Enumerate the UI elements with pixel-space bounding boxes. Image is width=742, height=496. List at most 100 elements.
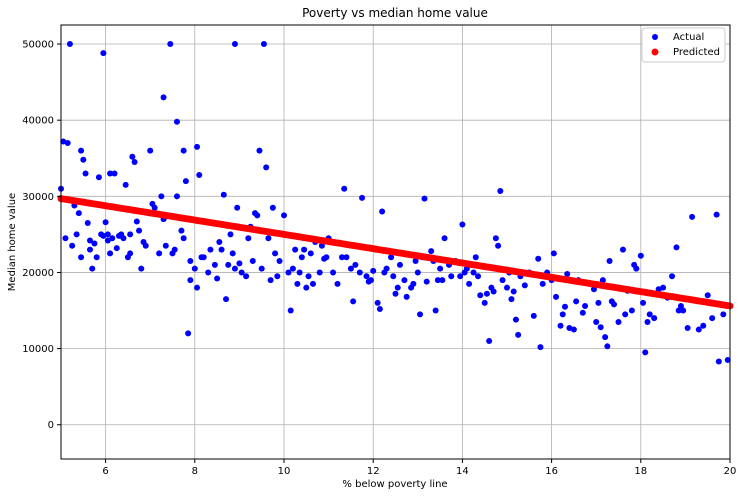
data-point-actual [470,269,477,276]
data-point-actual [597,324,604,331]
data-point-actual [136,227,143,234]
data-point-actual [622,311,629,318]
data-point-actual [218,246,225,253]
data-point-actual [316,269,323,276]
data-point-actual [390,273,397,280]
data-point-actual [343,254,350,261]
data-point-actual [156,250,163,257]
x-tick-label: 18 [634,466,647,477]
data-point-actual [216,239,223,245]
y-axis-label: Median home value [7,193,18,291]
data-point-actual [107,170,114,177]
data-point-actual [530,312,537,319]
data-point-actual [644,318,651,325]
data-point-actual [113,245,120,252]
data-point-actual [392,290,399,297]
data-point-actual [75,210,82,217]
data-point-actual [187,258,194,265]
data-point-actual [599,277,606,284]
data-point-actual [84,219,91,226]
data-point-actual [559,311,566,318]
data-point-actual [129,153,136,160]
data-point-actual [459,221,466,228]
data-point-actual [281,212,287,219]
data-point-actual [211,261,218,268]
data-point-actual [178,227,185,234]
legend-label-actual: Actual [673,32,704,43]
data-point-actual [724,357,731,364]
data-point-actual [307,250,314,257]
data-point-actual [80,156,87,163]
y-tick-label: 50000 [22,40,54,51]
data-point-actual [414,269,421,276]
x-axis-ticks: 6 8 10 12 14 16 18 20 [102,459,736,477]
data-point-actual [579,309,586,316]
data-point-actual [611,301,618,308]
data-point-actual [593,318,600,325]
data-point-actual [646,311,653,318]
data-point-actual [673,244,680,251]
data-point-actual [162,242,169,249]
data-point-actual [238,269,245,276]
data-point-actual [669,273,676,280]
data-point-actual [234,204,241,211]
data-point-actual [350,298,357,305]
data-point-actual [713,211,720,218]
data-point-actual [107,250,114,257]
data-point-actual [437,265,444,272]
data-point-actual [363,273,370,280]
data-point-actual [334,280,341,287]
data-point-actual [267,277,274,284]
plot-area-frame [60,24,731,460]
y-tick-label: 30000 [22,192,54,203]
data-point-actual [394,284,401,291]
data-point-actual [194,284,201,291]
data-point-actual [677,302,684,309]
data-point-actual [512,316,519,323]
data-point-actual [111,170,118,177]
data-point-actual [492,235,499,242]
data-point-actual [352,261,359,268]
data-point-actual [274,273,281,280]
data-point-actual [73,231,80,238]
data-point-actual [660,284,667,291]
data-point-actual [276,258,283,265]
data-point-actual [330,269,337,276]
data-point-actual [225,261,232,268]
data-point-actual [142,242,149,249]
data-point-actual [95,174,102,181]
data-point-actual [86,246,93,253]
data-point-actual [573,298,580,305]
data-point-actual [249,258,256,265]
data-point-actual [434,277,441,284]
data-point-actual [628,307,635,314]
data-point-actual [86,237,93,244]
data-point-actual [323,254,330,261]
data-point-actual [256,147,263,154]
data-point-actual [231,265,238,272]
data-point-actual [147,147,154,154]
data-point-actual [495,242,502,249]
data-point-actual [602,334,609,341]
data-point-actual [401,277,408,284]
x-tick-label: 6 [102,466,108,477]
data-point-actual [651,315,658,322]
x-tick-label: 12 [367,466,380,477]
grid [61,25,731,459]
y-axis-ticks: 0 10000 20000 30000 40000 50000 [22,40,61,431]
data-point-actual [376,306,383,313]
data-point-actual [359,194,366,201]
data-point-actual [229,250,236,257]
data-point-actual [160,94,167,101]
data-point-actual [173,118,180,125]
data-point-actual [263,164,270,171]
data-point-actual [138,265,145,272]
data-point-actual [561,303,568,310]
data-point-actual [272,250,279,257]
x-tick-label: 20 [724,466,737,477]
data-point-actual [69,242,76,249]
data-point-actual [604,343,611,350]
data-point-actual [338,254,345,261]
